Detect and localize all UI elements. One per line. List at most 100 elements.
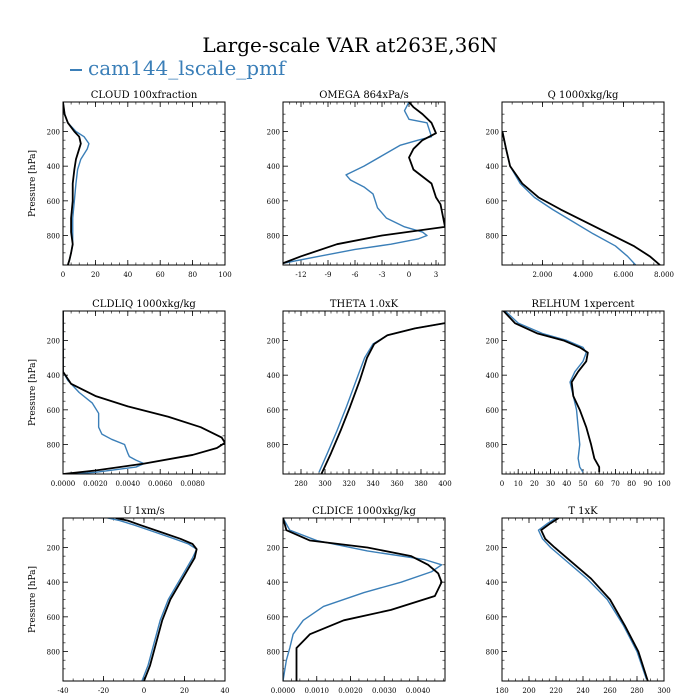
- panel-9-frame: [501, 517, 665, 682]
- panel-5-xtick-label: 340: [366, 480, 379, 488]
- panel-4-ytick-label: 600: [47, 407, 60, 415]
- panel-3-ytick-label: 600: [486, 198, 499, 206]
- panel-7-xtick-label: 0: [142, 687, 146, 695]
- panel-5-series-reference: [320, 322, 445, 474]
- panel-2-title: OMEGA 864xPa/s: [319, 90, 409, 101]
- panel-2-series-cam144-lscale-pmf: [283, 102, 433, 264]
- panel-8-xtick-label: 0.0030: [372, 687, 397, 695]
- panel-8-xtick-label: 0.0010: [305, 687, 330, 695]
- panel-4-ylabel: Pressure [hPa]: [28, 359, 38, 426]
- panel-1-series-cam144-lscale-pmf: [63, 102, 90, 265]
- panel-9-xtick-label: 260: [603, 687, 616, 695]
- panel-5-ytick-label: 600: [267, 407, 280, 415]
- panel-5: THETA 1.0xK 280 300 320 340 360 380 400 200 400 60…: [267, 299, 452, 488]
- panel-6-xtick-label: 100: [657, 480, 670, 488]
- panel-6-series-cam144-lscale-pmf: [504, 311, 587, 473]
- panel-6-xtick-label: 20: [530, 480, 539, 488]
- panel-7-title: U 1xm/s: [123, 506, 165, 517]
- panel-8-ytick-label: 400: [267, 579, 280, 587]
- panel-1-xtick-label: 100: [218, 271, 231, 279]
- panel-3-xtick-label: 4.000: [573, 271, 593, 279]
- panel-2-xtick-label: -9: [325, 271, 332, 279]
- panel-9-xtick-label: 180: [495, 687, 508, 695]
- panel-4-title: CLDLIQ 1000xkg/kg: [92, 299, 196, 310]
- panel-9-ytick-label: 800: [486, 649, 499, 657]
- panel-9-title: T 1xK: [568, 506, 598, 517]
- panel-9-xtick-label: 200: [522, 687, 535, 695]
- panel-6-ytick-label: 400: [486, 372, 499, 380]
- panel-1-xtick-label: 60: [156, 271, 165, 279]
- panel-1-ytick-label: 400: [47, 163, 60, 171]
- panel-6-ytick-label: 200: [486, 337, 499, 345]
- panel-4-frame: [62, 310, 226, 475]
- panel-8-series-cam144-lscale-pmf: [283, 518, 443, 681]
- panel-5-series-cam144-lscale-pmf: [318, 322, 445, 473]
- panel-2-ytick-label: 800: [267, 233, 280, 241]
- panel-5-ytick-label: 200: [267, 337, 280, 345]
- panel-6-ytick-label: 800: [486, 442, 499, 450]
- panel-5-ytick-label: 800: [267, 442, 280, 450]
- panel-3-ytick-label: 200: [486, 128, 499, 136]
- panel-3-xtick-label: 6.000: [613, 271, 633, 279]
- panel-2-ytick-label: 200: [267, 128, 280, 136]
- panel-6-xtick-label: 10: [514, 480, 523, 488]
- panel-4-xtick-label: 0.0040: [116, 480, 141, 488]
- panel-6-xtick-label: 50: [579, 480, 588, 488]
- panel-3-ytick-label: 400: [486, 163, 499, 171]
- panel-5-xtick-label: 280: [294, 480, 307, 488]
- panel-2-series-reference: [283, 102, 445, 265]
- panel-3-xtick-label: 8.000: [654, 271, 674, 279]
- panel-6-xtick-label: 0: [500, 480, 504, 488]
- panel-4-xtick-label: 0.0060: [148, 480, 173, 488]
- panel-7-frame: [62, 517, 226, 682]
- panel-6-xtick-label: 80: [627, 480, 636, 488]
- panel-1: CLOUD 100xfraction Pressure [hPa] 0 20 40 60 8…: [28, 90, 232, 279]
- panel-7-xtick-label: -40: [57, 687, 68, 695]
- panel-6-xtick-label: 90: [643, 480, 652, 488]
- panel-2-ytick-label: 400: [267, 163, 280, 171]
- figure-title: Large-scale VAR at263E,36N: [202, 33, 498, 57]
- panel-5-xtick-label: 360: [390, 480, 403, 488]
- panel-3-series-reference: [502, 131, 661, 265]
- panel-6-xtick-label: 40: [562, 480, 571, 488]
- panel-1-ytick-label: 600: [47, 198, 60, 206]
- panel-8: CLDICE 1000xkg/kg 0.0000 0.0010 0.0020 0.003…: [267, 506, 446, 695]
- panel-9-xtick-label: 220: [549, 687, 562, 695]
- panel-5-xtick-label: 300: [318, 480, 331, 488]
- panel-9-ytick-label: 400: [486, 579, 499, 587]
- panel-6: RELHUM 1xpercent 0 10 20 30 40 50 60 70 80 90 100 20…: [486, 299, 671, 488]
- panel-6-xtick-label: 30: [546, 480, 555, 488]
- panel-1-xtick-label: 80: [188, 271, 197, 279]
- panel-5-xtick-label: 320: [342, 480, 355, 488]
- panel-4-ytick-label: 400: [47, 372, 60, 380]
- panel-1-ytick-label: 800: [47, 233, 60, 241]
- panel-7-xtick-label: 20: [180, 687, 189, 695]
- panel-9-xtick-label: 300: [657, 687, 670, 695]
- panel-4: CLDLIQ 1000xkg/kg Pressure [hPa] 0.0000 0.0…: [28, 299, 226, 488]
- legend-label: cam144_lscale_pmf: [88, 56, 286, 80]
- panel-7-series-cam144-lscale-pmf: [107, 518, 198, 681]
- panel-1-title: CLOUD 100xfraction: [91, 90, 198, 101]
- panel-8-ytick-label: 800: [267, 649, 280, 657]
- panel-6-frame: [501, 310, 665, 475]
- panel-2-ytick-label: 600: [267, 198, 280, 206]
- panel-8-xtick-label: 0.0000: [271, 687, 296, 695]
- panel-2-frame: [282, 101, 446, 266]
- panel-3: Q 1000xkg/kg 2.000 4.000 6.000 8.000 200 400 60…: [486, 90, 674, 279]
- panel-9-xtick-label: 240: [576, 687, 589, 695]
- panel-2-xtick-label: 0: [407, 271, 411, 279]
- panel-5-ytick-label: 400: [267, 372, 280, 380]
- panel-1-xtick-label: 0: [61, 271, 65, 279]
- panel-5-xtick-label: 380: [414, 480, 427, 488]
- panel-6-series-reference: [502, 311, 601, 473]
- panel-7-ytick-label: 600: [47, 614, 60, 622]
- panel-7-ytick-label: 800: [47, 649, 60, 657]
- panel-7-xtick-label: -20: [98, 687, 109, 695]
- panel-4-xtick-label: 0.0080: [180, 480, 205, 488]
- panel-9-ytick-label: 600: [486, 614, 499, 622]
- panel-7-xtick-label: 40: [221, 687, 230, 695]
- panel-4-series-reference: [63, 311, 225, 474]
- panel-8-xtick-label: 0.0040: [406, 687, 431, 695]
